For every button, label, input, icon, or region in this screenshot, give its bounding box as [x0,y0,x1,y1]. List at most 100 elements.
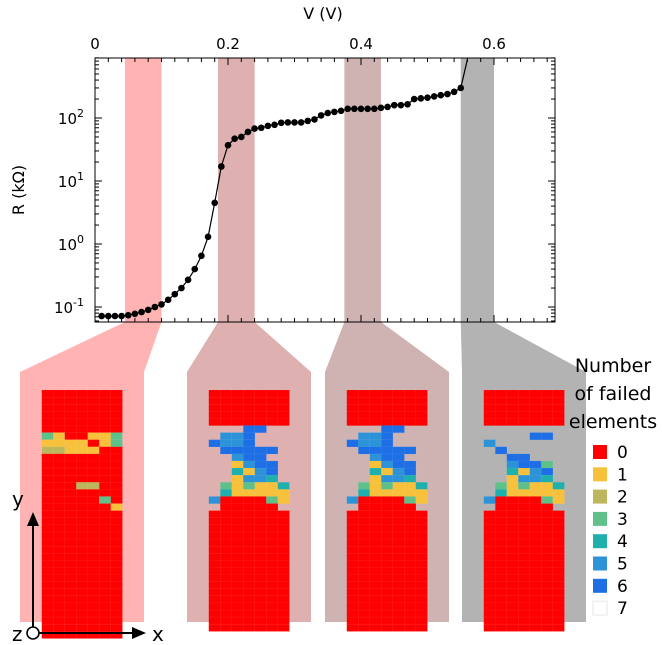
grid-cell [208,616,221,625]
grid-cell [415,574,428,583]
grid-cell [346,595,359,604]
grid-cell [41,503,54,512]
grid-cell [220,446,233,455]
band-funnels [20,322,586,372]
colormap-legend: Number of failed elements 01 234 567 [569,355,657,619]
grid-cell [41,453,54,462]
grid-cell [266,581,279,590]
grid-cell [506,474,519,483]
grid-cell [541,396,554,405]
grid-cell [53,489,66,497]
grid-cell [495,545,508,554]
grid-cell [64,460,77,469]
grid-cell [76,439,89,448]
grid-cell [231,460,244,469]
grid-cell [518,560,531,568]
grid-cell [541,595,554,604]
grid-cell [220,489,233,497]
grid-cell [415,489,428,497]
grid-cell [495,581,508,590]
grid-cell [518,567,531,575]
grid-cell [506,595,519,604]
grid-cell [99,510,112,519]
grid-cell [495,588,508,597]
grid-cell [243,560,256,568]
grid-cell [243,489,256,497]
grid-cell [220,396,233,405]
grid-cell [254,581,267,590]
grid-cell [254,616,267,625]
grid-cell [529,616,542,625]
grid-cell [41,439,54,448]
grid-cell [243,418,256,426]
grid-cell [392,481,405,490]
grid-cell [495,524,508,533]
grid-cell [483,609,496,618]
grid-cell [415,389,428,398]
grid-cell [277,496,290,504]
grid-cell [99,588,112,597]
failure-map-2 [325,372,449,632]
grid-cell [518,503,531,512]
grid-cell [392,517,405,526]
grid-cell [518,517,531,526]
legend-swatch [592,600,608,616]
grid-cell [541,560,554,568]
grid-cell [506,517,519,526]
grid-cell [64,389,77,398]
grid-cell [346,496,359,504]
grid-cell [53,467,66,476]
grid-cell [369,531,382,540]
grid-cell [552,588,565,597]
grid-cell [76,538,89,547]
grid-cell [64,396,77,405]
grid-cell [231,538,244,547]
grid-cell [87,517,100,526]
band-2 [344,58,381,322]
grid-cell [76,503,89,512]
grid-cell [266,602,279,611]
grid-cell [404,411,417,419]
grid-cell [415,396,428,405]
grid-cell [369,503,382,512]
grid-cell [87,616,100,625]
grid-cell [358,538,371,547]
grid-cell [64,446,77,455]
grid-cell [518,496,531,504]
grid-cell [381,595,394,604]
grid-cell [254,567,267,575]
grid-cell [541,467,554,476]
grid-cell [506,531,519,540]
data-point [118,312,125,320]
grid-cell [53,560,66,568]
grid-cell [381,389,394,398]
grid-cell [404,517,417,526]
grid-cell [110,616,123,625]
grid-cell [541,588,554,597]
grid-cell [369,453,382,462]
grid-cell [369,588,382,597]
grid-cell [76,609,89,618]
grid-cell [110,631,123,639]
grid-cell [53,510,66,519]
grid-cell [495,510,508,519]
grid-cell [483,560,496,568]
grid-cell [369,552,382,561]
data-point [424,94,431,102]
grid-cell [254,460,267,469]
grid-cell [99,616,112,625]
grid-cell [254,552,267,561]
grid-cell [41,538,54,547]
grid-cell [506,560,519,568]
grid-cell [529,581,542,590]
grid-cell [266,411,279,419]
grid-cell [99,411,112,419]
grid-cell [506,389,519,398]
grid-cell [208,545,221,554]
grid-cell [346,574,359,583]
grid-cell [220,545,233,554]
legend-swatch [593,467,607,482]
grid-cell [110,524,123,533]
grid-cell [254,588,267,597]
grid-cell [495,517,508,526]
